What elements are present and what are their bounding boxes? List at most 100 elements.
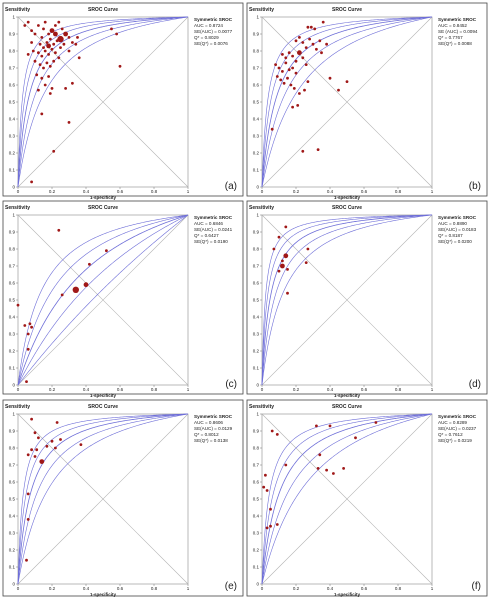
y-tick-label: 0.8 bbox=[9, 49, 16, 54]
sroc-bound-curve bbox=[17, 214, 189, 386]
data-point bbox=[265, 489, 269, 492]
data-point bbox=[49, 28, 55, 33]
data-point bbox=[284, 463, 288, 467]
data-point bbox=[25, 380, 28, 383]
x-tick-label: 0.6 bbox=[117, 189, 124, 194]
stats-line: Q* = 0.7612 bbox=[438, 432, 463, 437]
sroc-bound-curve bbox=[17, 413, 188, 585]
data-point bbox=[286, 268, 289, 271]
chart-title: SROC Curve bbox=[332, 7, 362, 13]
anti-diagonal-line bbox=[17, 214, 189, 386]
data-point bbox=[40, 112, 44, 116]
y-tick-label: 0 bbox=[12, 185, 15, 190]
x-tick-label: 0 bbox=[17, 189, 20, 194]
y-tick-label: 1 bbox=[12, 412, 15, 417]
panel-border bbox=[246, 2, 488, 197]
data-point bbox=[265, 526, 269, 530]
y-axis-label: Sensitivity bbox=[249, 404, 274, 410]
x-tick-label: 0 bbox=[17, 586, 20, 591]
data-point bbox=[26, 518, 30, 521]
data-point bbox=[284, 225, 288, 229]
y-tick-label: 0 bbox=[256, 185, 259, 190]
data-point bbox=[57, 228, 61, 232]
sroc-bound-curve bbox=[261, 16, 432, 188]
anti-diagonal-line bbox=[17, 413, 189, 585]
data-point bbox=[72, 286, 80, 293]
chart-title: SROC Curve bbox=[88, 7, 118, 13]
y-tick-label: 0.4 bbox=[9, 315, 16, 320]
sroc-bound-curve bbox=[17, 16, 189, 188]
y-tick-label: 0.3 bbox=[9, 332, 16, 337]
chart-title: SROC Curve bbox=[332, 404, 362, 410]
data-point bbox=[42, 66, 45, 70]
stats-line: SE (AUC) = 0.0094 bbox=[438, 29, 478, 34]
data-point bbox=[46, 43, 51, 49]
data-point bbox=[318, 453, 322, 457]
sroc-curve bbox=[17, 214, 189, 386]
data-point bbox=[291, 105, 294, 109]
chart-title: SROC Curve bbox=[88, 404, 118, 410]
data-point bbox=[26, 20, 30, 24]
data-point bbox=[275, 523, 279, 526]
sroc-bound-curve bbox=[17, 214, 189, 386]
y-tick-label: 0.9 bbox=[9, 429, 16, 434]
stats-line: Q* = 0.7767 bbox=[438, 35, 463, 40]
data-point bbox=[345, 80, 349, 83]
data-point bbox=[26, 347, 30, 351]
anti-diagonal-line bbox=[261, 16, 433, 188]
x-tick-label: 0.8 bbox=[395, 387, 402, 392]
data-point bbox=[279, 78, 283, 82]
data-point bbox=[306, 25, 310, 29]
sroc-bound-curve bbox=[261, 413, 433, 585]
data-point bbox=[59, 438, 62, 441]
data-point bbox=[320, 51, 323, 55]
data-point bbox=[30, 180, 33, 184]
sroc-bound-curve bbox=[261, 214, 433, 386]
y-tick-label: 0.1 bbox=[9, 168, 16, 173]
data-point bbox=[105, 249, 108, 253]
data-point bbox=[57, 20, 61, 24]
sroc-curve bbox=[261, 214, 433, 386]
x-tick-label: 0 bbox=[261, 189, 264, 194]
sroc-panel-b: 0 0.1 0.2 0.3 0.4 0.5 0.6 0.7 0.8 0.9 1 0 0.2 0.4 0.6 0… bbox=[246, 2, 488, 200]
data-point bbox=[67, 49, 71, 53]
data-point bbox=[269, 524, 272, 528]
y-tick-label: 0.6 bbox=[9, 83, 16, 88]
data-point bbox=[281, 259, 284, 263]
x-tick-label: 0.4 bbox=[83, 387, 90, 392]
x-tick-label: 0.8 bbox=[395, 189, 402, 194]
y-tick-label: 0.5 bbox=[9, 497, 16, 502]
chart-title: SROC Curve bbox=[88, 205, 118, 211]
sroc-bound-curve bbox=[17, 413, 189, 585]
stats-header: Symmetric SROC bbox=[194, 215, 233, 220]
data-point bbox=[301, 56, 305, 60]
y-tick-label: 0.8 bbox=[9, 446, 16, 451]
stats-line: SE(Q*) = 0.0190 bbox=[194, 239, 228, 244]
data-point bbox=[277, 66, 281, 70]
data-point bbox=[306, 80, 310, 83]
data-point bbox=[281, 53, 284, 56]
data-point bbox=[54, 24, 57, 27]
data-point bbox=[311, 42, 315, 46]
sroc-bound-curve bbox=[17, 214, 189, 386]
data-point bbox=[284, 56, 288, 60]
data-point bbox=[55, 421, 59, 424]
data-point bbox=[42, 46, 45, 49]
data-point bbox=[325, 468, 328, 472]
x-tick-label: 0.4 bbox=[83, 189, 90, 194]
y-tick-label: 0.2 bbox=[253, 548, 260, 553]
y-tick-label: 0.4 bbox=[9, 117, 16, 122]
panel-border bbox=[2, 399, 244, 597]
stats-line: AUC = 0.8289 bbox=[438, 420, 467, 425]
y-tick-label: 0.1 bbox=[253, 565, 260, 570]
sroc-panel-c: 0 0.1 0.2 0.3 0.4 0.5 0.6 0.7 0.8 0.9 1 0 0.2 0.4 0.6 0… bbox=[2, 200, 244, 398]
data-point bbox=[30, 417, 33, 421]
data-point bbox=[37, 24, 40, 27]
data-point bbox=[54, 51, 57, 55]
data-point bbox=[33, 431, 37, 435]
data-point bbox=[275, 75, 279, 78]
data-point bbox=[277, 269, 281, 273]
data-point bbox=[115, 32, 118, 36]
anti-diagonal-line bbox=[261, 214, 433, 386]
data-point bbox=[297, 50, 302, 56]
